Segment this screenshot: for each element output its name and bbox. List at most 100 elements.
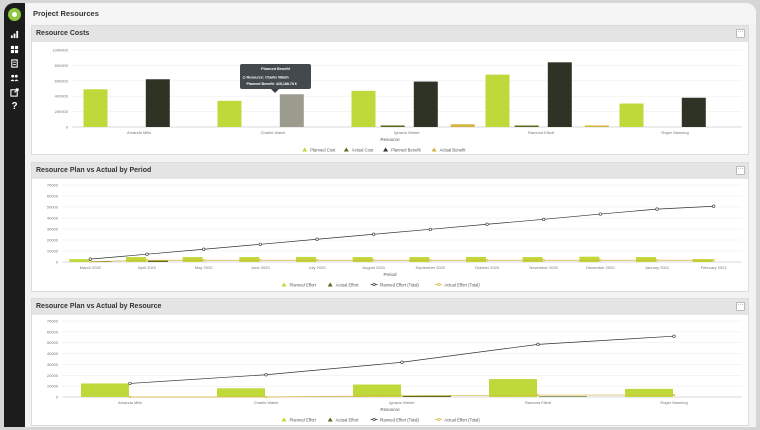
list-icon[interactable]: [4, 56, 25, 70]
line-point: [264, 395, 268, 399]
x-tick-label: Ignacio Weber: [389, 400, 415, 405]
sidebar: ?: [4, 3, 25, 427]
line-point: [429, 259, 432, 262]
line-point: [542, 217, 546, 221]
y-tick-label: 1000000: [52, 48, 68, 53]
legend-marker: [281, 282, 287, 287]
legend-marker: [302, 147, 308, 152]
legend-label: Actual Effort (Total): [444, 283, 480, 288]
bar: [485, 74, 510, 127]
app-window: ? Project Resources Resource Costs ··· 0…: [4, 3, 756, 427]
bar: [351, 90, 376, 127]
bar: [619, 103, 644, 127]
line-point: [264, 373, 268, 377]
bar: [539, 396, 587, 397]
line-point: [672, 393, 676, 397]
x-tick-label: April 2020: [138, 265, 157, 270]
x-tick-label: Charlie Walsh: [254, 400, 279, 405]
line-point: [400, 360, 404, 364]
bar: [636, 257, 656, 262]
legend-marker: [383, 147, 389, 152]
page-header: Project Resources: [25, 3, 756, 23]
bar: [380, 125, 405, 127]
y-tick-label: 800000: [55, 63, 69, 68]
dashboard-icon[interactable]: [4, 42, 25, 56]
legend-marker: [281, 417, 287, 422]
export-icon[interactable]: [4, 85, 25, 99]
y-tick-label: 50000: [47, 340, 59, 345]
legend-marker: [372, 283, 376, 287]
x-tick-label: July 2020: [308, 265, 326, 270]
bar: [217, 100, 242, 127]
plan-vs-actual-resource-chart: 0 10000 20000 30000 40000 50000 60000 70000 Aman…: [47, 319, 742, 423]
line-point: [315, 237, 319, 241]
line-point: [712, 204, 716, 208]
analytics-icon[interactable]: [4, 27, 25, 41]
panel-title: Resource Plan vs Actual by Resource: [36, 303, 162, 310]
panel-menu-button[interactable]: ···: [736, 29, 745, 38]
bar: [352, 257, 373, 262]
legend-label: Planned Effort (Total): [380, 418, 420, 423]
line-point: [598, 212, 602, 216]
bar: [681, 97, 706, 127]
x-tick-label: January 2021: [645, 265, 670, 270]
panel-menu-button[interactable]: ···: [736, 166, 745, 175]
x-tick-label: Charlie Walsh: [261, 130, 286, 135]
plan-vs-actual-period-panel: Resource Plan vs Actual by Period ··· 0 1…: [31, 162, 749, 292]
bar: [353, 384, 401, 397]
line-point: [428, 227, 432, 231]
line-point: [315, 259, 319, 262]
legend-label: Actual Benefit: [440, 148, 467, 153]
bar: [409, 257, 430, 262]
bar: [83, 89, 108, 127]
panel-menu-button[interactable]: ···: [736, 302, 745, 311]
series-line: [129, 335, 675, 384]
legend-marker: [327, 417, 333, 422]
line-point: [145, 259, 149, 262]
line-point: [88, 257, 92, 261]
legend-label: Actual Effort: [336, 418, 360, 423]
panel-header: Resource Costs ···: [32, 26, 748, 42]
tooltip-pointer: [271, 89, 279, 93]
line-point: [258, 242, 262, 246]
line-point: [672, 334, 676, 338]
legend-marker: [437, 283, 441, 287]
x-tick-label: December 2020: [586, 265, 615, 270]
y-tick-label: 20000: [47, 238, 59, 243]
tooltip-title: Planned Benefit: [261, 67, 290, 71]
page-title: Project Resources: [33, 9, 99, 18]
legend-label: Planned Effort: [290, 418, 317, 423]
users-icon[interactable]: [4, 70, 25, 84]
line-point: [655, 259, 659, 262]
bar: [239, 257, 260, 262]
bar: [403, 395, 451, 397]
bar: [217, 388, 265, 397]
x-tick-label: September 2020: [416, 265, 446, 270]
line-point: [536, 342, 540, 346]
panel-title: Resource Costs: [36, 30, 90, 37]
x-tick-label: November 2020: [529, 265, 558, 270]
bar: [69, 259, 90, 262]
bar: [182, 257, 203, 262]
y-tick-label: 10000: [47, 384, 59, 389]
y-tick-label: 10000: [47, 249, 59, 254]
plan-vs-actual-resource-panel: Resource Plan vs Actual by Resource ··· …: [31, 298, 749, 426]
line-point: [485, 222, 489, 226]
line-point: [372, 259, 375, 262]
legend-label: Actual Effort: [336, 283, 360, 288]
help-icon[interactable]: ?: [4, 99, 25, 113]
x-tick-label: February 2021: [701, 265, 728, 270]
line-point: [202, 247, 206, 251]
bar: [413, 81, 438, 127]
line-point: [145, 252, 149, 256]
x-tick-label: March 2020: [80, 265, 102, 270]
panel-title: Resource Plan vs Actual by Period: [36, 167, 152, 174]
bar: [547, 62, 572, 127]
x-tick-label: Ignacio Weber: [394, 130, 420, 135]
x-tick-label: Roger Manning: [661, 130, 688, 135]
y-tick-label: 50000: [47, 205, 59, 210]
y-tick-label: 20000: [47, 373, 59, 378]
logo-icon[interactable]: [8, 8, 21, 21]
resource-costs-chart: 0 200000 400000 600000 800000 1000000 Amanda M…: [52, 48, 742, 153]
resource-costs-panel: Resource Costs ··· 0 200000 400000 600000 80…: [31, 25, 749, 155]
